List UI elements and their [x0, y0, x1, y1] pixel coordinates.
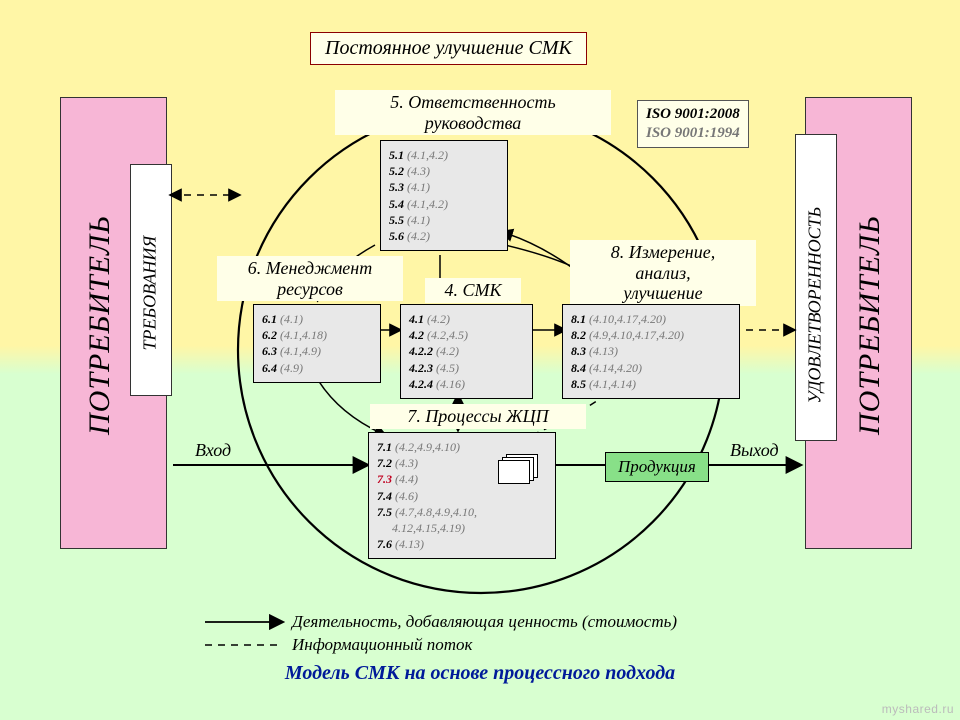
watermark: myshared.ru: [882, 702, 954, 716]
section-6-title: 6. Менеджмент ресурсов: [217, 256, 403, 301]
section-5-title: 5. Ответственность руководства: [335, 90, 611, 135]
block-6: 6.1 (4.1)6.2 (4.1,4.18)6.3 (4.1,4.9)6.4 …: [253, 304, 381, 383]
block-5: 5.1 (4.1,4.2)5.2 (4.3)5.3 (4.1)5.4 (4.1,…: [380, 140, 508, 251]
block-7: 7.1 (4.2,4.9,4.10)7.2 (4.3)7.3 (4.4)7.4 …: [368, 432, 556, 559]
legend-solid: Деятельность, добавляющая ценность (стои…: [292, 612, 677, 632]
section-4-title: 4. СМК: [425, 278, 521, 303]
section-8-title: 8. Измерение, анализ, улучшение: [570, 240, 756, 306]
input-label: Вход: [195, 440, 231, 461]
caption: Модель СМК на основе процессного подхода: [0, 662, 960, 685]
block-4: 4.1 (4.2)4.2 (4.2,4.5)4.2.2 (4.2)4.2.3 (…: [400, 304, 533, 399]
legend-dashed: Информационный поток: [292, 635, 472, 655]
product-box: Продукция: [605, 452, 709, 482]
product-label: Продукция: [618, 457, 696, 476]
section-7-title: 7. Процессы ЖЦП: [370, 404, 586, 429]
output-label: Выход: [730, 440, 779, 461]
block-8: 8.1 (4.10,4.17,4.20)8.2 (4.9,4.10,4.17,4…: [562, 304, 740, 399]
